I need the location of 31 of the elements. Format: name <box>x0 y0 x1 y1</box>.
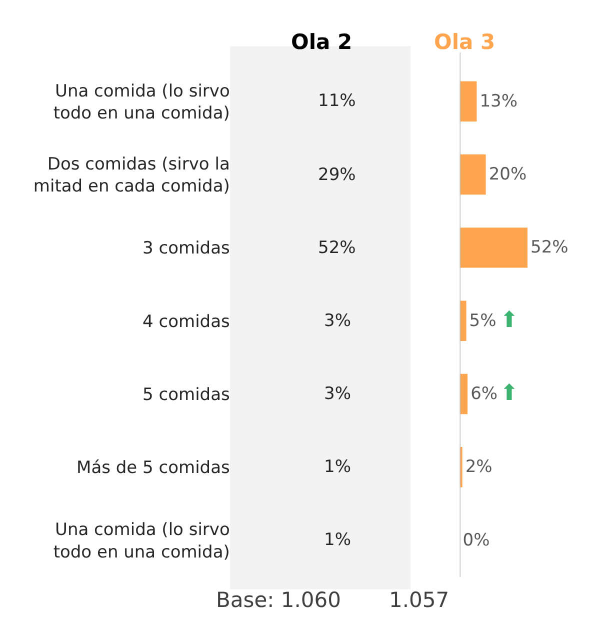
text: Base: 1.060 <box>216 588 342 612</box>
text: 1% <box>324 457 351 477</box>
annotation: ⬆ <box>500 381 518 406</box>
data-label: 2% <box>465 457 492 478</box>
text: 52% <box>318 238 356 258</box>
data-label: 6% <box>470 384 498 404</box>
data-label: 5% <box>469 310 496 331</box>
y-tick-label: Dos comidas (sirvo la mitad en cada comida) <box>33 154 230 197</box>
y-tick-label: 5 comidas <box>142 384 230 405</box>
bar <box>460 154 486 195</box>
y-tick-label: Una comida (lo sirvo todo en una comida) <box>53 81 230 124</box>
data-label: 13% <box>480 91 518 112</box>
bar <box>460 81 477 122</box>
bar <box>460 300 466 341</box>
y-tick-label: Una comida (lo sirvo todo en una comida) <box>53 520 230 562</box>
text: 1% <box>324 530 351 550</box>
y-tick-label: 3 comidas <box>142 238 230 259</box>
bar <box>460 228 528 268</box>
data-label: 0% <box>462 530 490 550</box>
text: 3% <box>324 311 351 331</box>
y-tick-label: Más de 5 comidas <box>76 458 230 478</box>
annotation: ⬆ <box>500 308 518 333</box>
text: 29% <box>318 165 356 185</box>
text: 3% <box>324 384 351 404</box>
text: 11% <box>318 91 356 111</box>
data-label: 52% <box>530 238 568 258</box>
data-label: 20% <box>488 164 527 185</box>
y-tick-label: 4 comidas <box>142 312 230 332</box>
text: 1.057 <box>389 588 450 612</box>
chart-title: Ola 3 <box>434 30 496 54</box>
text: Ola 2 <box>291 30 352 54</box>
